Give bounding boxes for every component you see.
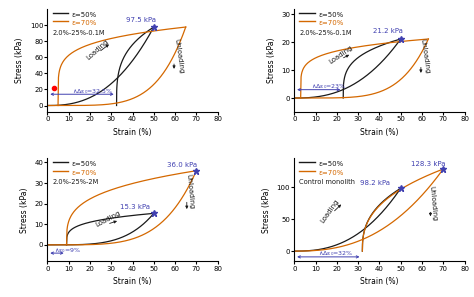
Text: ε=70%: ε=70% bbox=[71, 20, 97, 26]
Text: 97.5 kPa: 97.5 kPa bbox=[126, 17, 156, 23]
X-axis label: Strain (%): Strain (%) bbox=[113, 277, 152, 286]
Y-axis label: Stress (kPa): Stress (kPa) bbox=[262, 187, 271, 233]
Text: ε=50%: ε=50% bbox=[71, 161, 97, 168]
X-axis label: Strain (%): Strain (%) bbox=[360, 128, 399, 137]
Text: ε=50%: ε=50% bbox=[318, 12, 343, 18]
Text: Unloading: Unloading bbox=[428, 185, 438, 221]
X-axis label: Strain (%): Strain (%) bbox=[360, 277, 399, 286]
Text: Unloading: Unloading bbox=[173, 38, 184, 74]
X-axis label: Strain (%): Strain (%) bbox=[113, 128, 152, 137]
Text: ε=70%: ε=70% bbox=[318, 20, 344, 26]
Text: Control monolith: Control monolith bbox=[300, 179, 356, 185]
Text: Loading: Loading bbox=[86, 38, 110, 61]
Text: 2.0%-25%-0.1M: 2.0%-25%-0.1M bbox=[53, 29, 105, 36]
Text: 21.2 kPa: 21.2 kPa bbox=[373, 28, 403, 34]
Text: Loading: Loading bbox=[320, 198, 340, 224]
Text: $\wedge$ε₀=9%: $\wedge$ε₀=9% bbox=[54, 246, 82, 254]
Text: Loading: Loading bbox=[328, 44, 354, 65]
Text: 2.0%-25%-2M: 2.0%-25%-2M bbox=[53, 179, 99, 185]
Text: Unloading: Unloading bbox=[420, 38, 431, 74]
Y-axis label: Stress (kPa): Stress (kPa) bbox=[266, 38, 275, 83]
Y-axis label: Stress (kPa): Stress (kPa) bbox=[20, 187, 29, 233]
Text: 2.0%-25%-0.1M: 2.0%-25%-0.1M bbox=[300, 29, 352, 36]
Text: 15.3 kPa: 15.3 kPa bbox=[120, 204, 150, 210]
Text: ε=50%: ε=50% bbox=[318, 161, 343, 168]
Text: ε=50%: ε=50% bbox=[71, 12, 97, 18]
Text: Loading: Loading bbox=[94, 210, 121, 228]
Text: $\wedge$Δε₀=23%: $\wedge$Δε₀=23% bbox=[311, 82, 347, 90]
Text: 128.3 kPa: 128.3 kPa bbox=[411, 161, 446, 167]
Text: 36.0 kPa: 36.0 kPa bbox=[166, 162, 197, 168]
Text: ε=70%: ε=70% bbox=[71, 170, 97, 176]
Text: $\wedge$Δε₀=32.5%: $\wedge$Δε₀=32.5% bbox=[72, 87, 113, 95]
Text: ε=70%: ε=70% bbox=[318, 170, 344, 176]
Y-axis label: Stress (kPa): Stress (kPa) bbox=[15, 38, 24, 83]
Text: Unloading: Unloading bbox=[186, 173, 195, 209]
Text: $\wedge$Δε₀=32%: $\wedge$Δε₀=32% bbox=[318, 249, 354, 257]
Text: 98.2 kPa: 98.2 kPa bbox=[360, 180, 390, 186]
